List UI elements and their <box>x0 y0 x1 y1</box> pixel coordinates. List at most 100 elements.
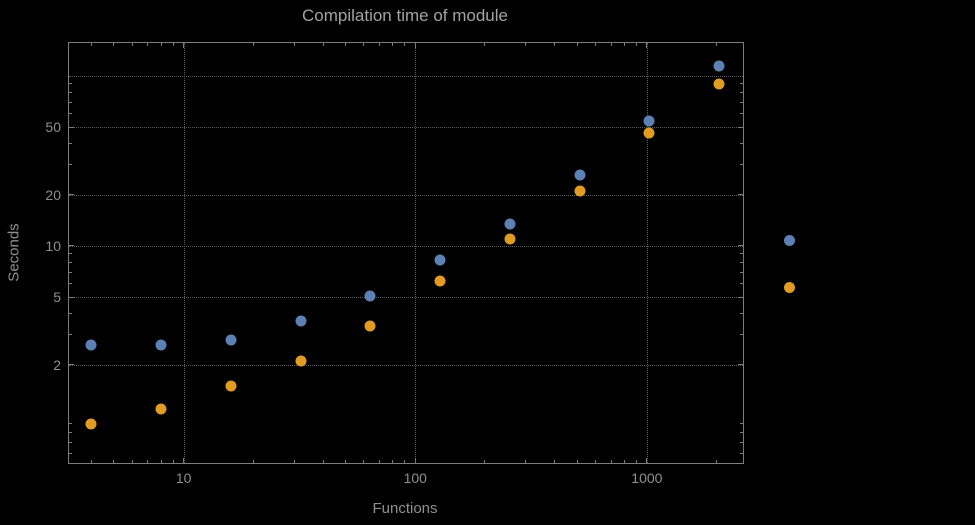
tick-mark-x <box>635 460 637 463</box>
gridline-y <box>69 364 743 366</box>
plot-area: 10 100 1000 2 5 10 20 50 <box>45 42 744 486</box>
legend <box>784 235 795 293</box>
y-tick-label: 20 <box>45 186 61 203</box>
tick-mark-y <box>740 334 743 336</box>
tick-mark-y <box>740 83 743 85</box>
tick-mark-x <box>378 460 380 463</box>
tick-mark-x <box>378 43 380 46</box>
tick-mark-y <box>69 261 72 263</box>
gridline-y <box>69 194 743 196</box>
chart-title: Compilation time of module <box>302 6 508 25</box>
gridline-x <box>415 43 417 463</box>
tick-mark-x <box>160 460 162 463</box>
tick-mark-x <box>623 460 625 463</box>
tick-mark-y <box>738 364 743 366</box>
tick-mark-y <box>69 164 72 166</box>
tick-mark-x <box>623 43 625 46</box>
x-tick-label: 100 <box>403 470 427 486</box>
tick-mark-x <box>160 43 162 46</box>
tick-mark-x <box>716 43 718 46</box>
tick-mark-x <box>293 43 295 46</box>
tick-mark-y <box>740 261 743 263</box>
tick-mark-y <box>69 432 72 434</box>
tick-mark-x <box>576 43 578 46</box>
tick-mark-x <box>610 460 612 463</box>
tick-mark-y <box>69 313 72 315</box>
tick-mark-y <box>738 296 743 298</box>
tick-mark-y <box>738 194 743 196</box>
tick-mark-y <box>740 143 743 145</box>
tick-mark-x <box>345 43 347 46</box>
data-point-series-2-orange <box>504 233 516 245</box>
tick-mark-x <box>594 43 596 46</box>
data-point-series-1-blue <box>574 169 586 181</box>
tick-mark-y <box>69 334 72 336</box>
data-point-series-1-blue <box>643 115 655 127</box>
tick-mark-y <box>69 126 74 128</box>
tick-mark-y <box>69 364 74 366</box>
tick-mark-y <box>740 423 743 425</box>
gridline-y <box>69 127 743 129</box>
tick-mark-y <box>69 83 72 85</box>
tick-mark-x <box>113 43 115 46</box>
data-point-series-2-orange <box>155 403 167 415</box>
tick-mark-y <box>69 283 72 285</box>
tick-mark-x <box>646 43 648 48</box>
data-point-series-1-blue <box>434 254 446 266</box>
tick-mark-x <box>147 460 149 463</box>
y-tick-label: 5 <box>53 289 61 306</box>
tick-mark-y <box>69 143 72 145</box>
tick-mark-y <box>738 245 743 247</box>
tick-mark-x <box>147 43 149 46</box>
tick-mark-y <box>69 194 74 196</box>
data-point-series-2-orange <box>364 320 376 332</box>
tick-mark-y <box>69 423 72 425</box>
data-point-series-2-orange <box>643 127 655 139</box>
tick-mark-x <box>322 43 324 46</box>
gridline-x <box>646 43 648 463</box>
tick-mark-x <box>113 460 115 463</box>
tick-mark-x <box>635 43 637 46</box>
data-point-series-2-orange <box>574 185 586 197</box>
tick-mark-x <box>716 460 718 463</box>
y-tick-label: 50 <box>45 119 61 136</box>
data-point-series-1-blue <box>713 60 725 72</box>
tick-mark-x <box>172 43 174 46</box>
y-tick-label: 2 <box>53 356 61 373</box>
tick-mark-x <box>293 460 295 463</box>
tick-mark-y <box>740 91 743 93</box>
data-point-series-2-orange <box>434 275 446 287</box>
tick-mark-x <box>414 43 416 48</box>
tick-mark-y <box>69 113 72 115</box>
tick-mark-x <box>172 460 174 463</box>
tick-mark-y <box>69 101 72 103</box>
gridline-y <box>69 245 743 247</box>
tick-mark-y <box>740 113 743 115</box>
legend-marker-blue <box>784 235 795 246</box>
tick-mark-x <box>90 460 92 463</box>
tick-mark-y <box>740 432 743 434</box>
tick-mark-y <box>740 453 743 455</box>
tick-mark-x <box>252 43 254 46</box>
data-point-series-1-blue <box>295 315 307 327</box>
gridline-x <box>183 43 185 463</box>
tick-mark-x <box>131 43 133 46</box>
tick-mark-x <box>90 43 92 46</box>
tick-mark-y <box>740 164 743 166</box>
tick-mark-x <box>484 43 486 46</box>
tick-mark-y <box>69 253 72 255</box>
tick-mark-x <box>404 43 406 46</box>
data-point-series-2-orange <box>713 78 725 90</box>
data-point-series-2-orange <box>225 380 237 392</box>
tick-mark-y <box>69 91 72 93</box>
data-point-series-2-orange <box>295 355 307 367</box>
tick-mark-x <box>183 43 185 48</box>
tick-mark-x <box>363 43 365 46</box>
tick-mark-x <box>646 458 648 463</box>
tick-mark-x <box>525 460 527 463</box>
data-point-series-1-blue <box>504 218 516 230</box>
data-point-series-1-blue <box>225 334 237 346</box>
tick-mark-x <box>392 43 394 46</box>
data-point-series-1-blue <box>364 290 376 302</box>
